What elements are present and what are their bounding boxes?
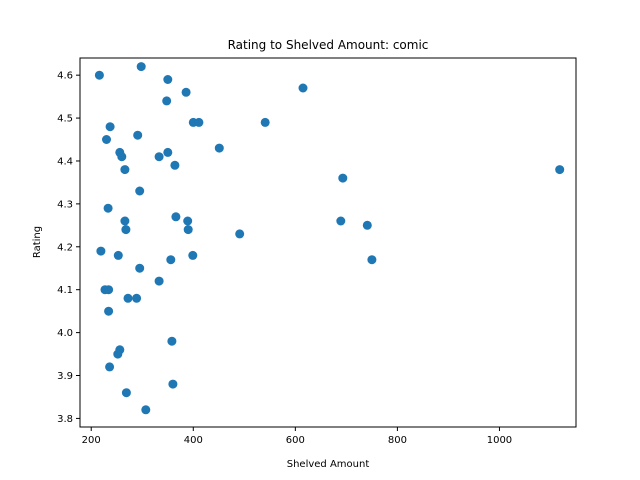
plot-frame xyxy=(79,57,577,428)
data-point xyxy=(181,87,191,97)
y-tick-label: 4.2 xyxy=(57,242,73,253)
x-tick-label: 1000 xyxy=(487,435,512,446)
x-tick-label: 200 xyxy=(82,435,101,446)
data-point xyxy=(367,255,377,265)
data-point xyxy=(105,122,115,132)
data-point xyxy=(121,225,131,235)
data-point xyxy=(163,147,173,157)
y-tick-label: 4.4 xyxy=(57,156,73,167)
data-point xyxy=(336,216,346,226)
data-point xyxy=(214,143,224,153)
x-axis-label: Shelved Amount xyxy=(287,459,370,470)
data-point xyxy=(113,349,123,359)
data-point xyxy=(194,117,204,127)
x-tick-label: 800 xyxy=(388,435,407,446)
data-point xyxy=(96,246,106,256)
data-point xyxy=(167,336,177,346)
data-point xyxy=(136,62,146,72)
data-point xyxy=(171,212,181,222)
data-point xyxy=(141,405,151,415)
y-axis-label: Rating xyxy=(32,226,43,258)
data-point xyxy=(163,75,173,84)
data-point xyxy=(362,220,372,230)
y-tick-label: 4.5 xyxy=(57,114,73,125)
y-tick-label: 3.8 xyxy=(57,414,73,425)
data-point xyxy=(94,70,104,80)
data-point xyxy=(117,152,127,162)
data-point xyxy=(168,379,178,389)
data-point xyxy=(235,229,245,239)
data-point xyxy=(135,263,145,273)
data-point xyxy=(154,152,164,162)
y-tick-label: 3.9 xyxy=(57,371,73,382)
x-tick-label: 400 xyxy=(184,435,203,446)
plot-area: 200 400 600 800 1000 3.8 3.9 4.0 4.1 4.2 4.3 4.4 4.5… xyxy=(57,57,577,446)
data-point xyxy=(120,216,130,226)
data-point xyxy=(338,173,348,183)
data-point xyxy=(162,96,172,106)
y-tick-label: 4.6 xyxy=(57,71,73,82)
data-point xyxy=(170,160,180,170)
data-point xyxy=(104,285,114,295)
data-point xyxy=(123,293,133,303)
data-point xyxy=(104,306,114,316)
y-tick-label: 4.0 xyxy=(57,328,73,339)
data-point xyxy=(103,203,113,213)
data-point xyxy=(105,362,115,372)
y-tick-label: 4.3 xyxy=(57,199,73,210)
data-point xyxy=(133,130,143,140)
data-point xyxy=(135,186,145,196)
data-point xyxy=(555,165,565,175)
data-point xyxy=(298,83,308,93)
data-point xyxy=(132,293,142,303)
data-point xyxy=(188,250,198,260)
data-point xyxy=(113,250,123,260)
data-point xyxy=(183,225,193,235)
data-point xyxy=(120,165,130,175)
data-point xyxy=(121,388,131,398)
x-tick-label: 600 xyxy=(286,435,305,446)
data-point xyxy=(166,255,176,265)
data-point xyxy=(154,276,164,286)
y-tick-label: 4.1 xyxy=(57,285,73,296)
chart-title: Rating to Shelved Amount: comic xyxy=(228,38,429,52)
data-point xyxy=(260,117,270,127)
data-point xyxy=(102,135,111,144)
data-point xyxy=(183,216,193,226)
